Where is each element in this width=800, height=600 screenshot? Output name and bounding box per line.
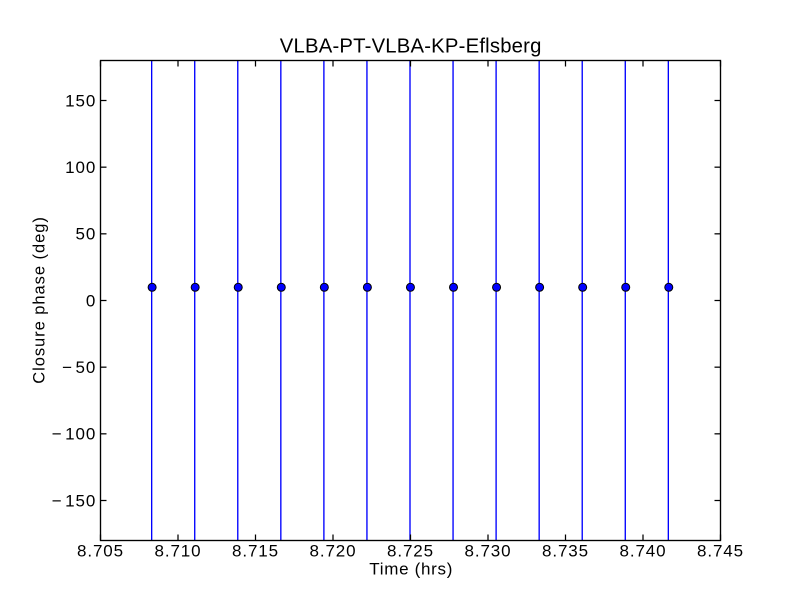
svg-text:8.745: 8.745 [697, 542, 744, 561]
svg-text:VLBA-PT-VLBA-KP-Eflsberg: VLBA-PT-VLBA-KP-Eflsberg [280, 36, 542, 58]
svg-text:8.735: 8.735 [542, 542, 589, 561]
svg-text:8.715: 8.715 [232, 542, 279, 561]
svg-text:8.710: 8.710 [154, 542, 201, 561]
svg-text:−150: −150 [52, 491, 96, 510]
svg-text:150: 150 [65, 91, 96, 110]
svg-text:8.725: 8.725 [387, 542, 434, 561]
svg-text:0: 0 [86, 291, 96, 310]
svg-text:8.720: 8.720 [309, 542, 356, 561]
svg-text:50: 50 [75, 225, 96, 244]
svg-text:Time (hrs): Time (hrs) [369, 560, 453, 579]
svg-text:Closure phase (deg): Closure phase (deg) [31, 216, 49, 384]
svg-text:−100: −100 [52, 425, 96, 444]
svg-text:−50: −50 [62, 358, 96, 377]
svg-text:100: 100 [65, 158, 96, 177]
svg-text:8.705: 8.705 [77, 542, 124, 561]
svg-text:8.730: 8.730 [464, 542, 511, 561]
svg-text:8.740: 8.740 [619, 542, 666, 561]
